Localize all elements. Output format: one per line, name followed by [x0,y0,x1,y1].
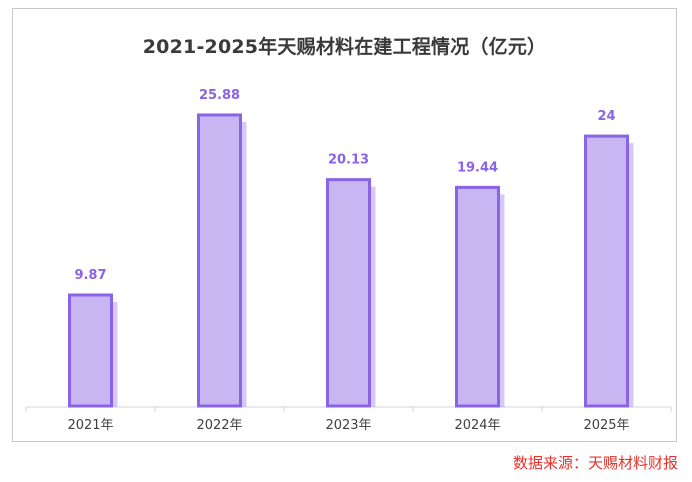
data-label: 25.88 [199,88,240,103]
x-tick-label: 2021年 [67,418,113,433]
bar [584,134,629,408]
x-tick-label: 2022年 [196,418,242,433]
bar [455,185,500,408]
x-tick-label: 2023年 [325,418,371,433]
source-note: 数据来源：天赐材料财报 [512,454,678,472]
x-tick-label: 2024年 [454,418,500,433]
bar [197,113,242,408]
data-label: 24 [597,109,615,124]
bar [68,293,113,408]
data-label: 9.87 [74,268,106,283]
x-tick-label: 2025年 [583,418,629,433]
chart-title: 2021-2025年天赐材料在建工程情况（亿元） [142,36,547,58]
data-label: 20.13 [328,153,369,168]
bar [326,178,371,408]
data-label: 19.44 [457,160,498,175]
